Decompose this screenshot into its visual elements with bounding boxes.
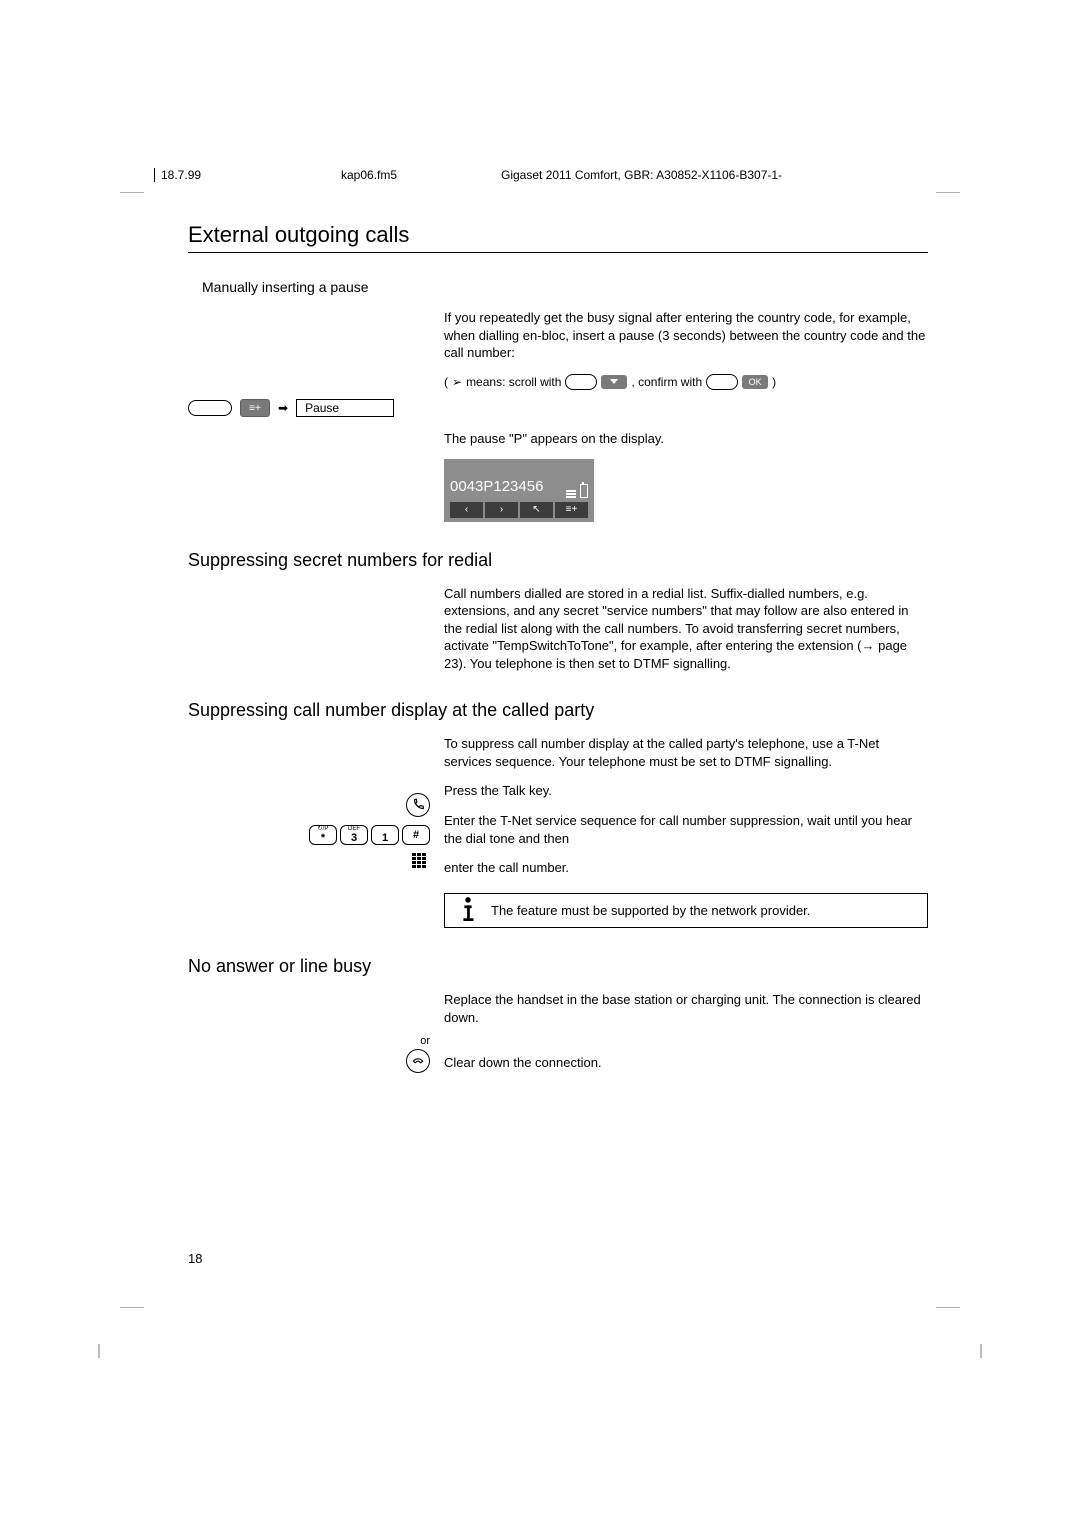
- pause-intro: If you repeatedly get the busy signal af…: [444, 309, 928, 362]
- subheading-no-answer: No answer or line busy: [188, 956, 928, 977]
- subheading-pause: Manually inserting a pause: [202, 279, 928, 295]
- phone-display-wrap: 0043P123456 ‹ › ↖ ≡+: [444, 459, 928, 521]
- display-text: 0043P123456: [450, 477, 543, 497]
- handset-down-icon: [411, 1054, 425, 1068]
- crop-tick: [98, 1344, 100, 1358]
- crop-tick: [980, 1344, 982, 1358]
- note-box: The feature must be supported by the net…: [444, 893, 928, 929]
- arrow-icon: ➡: [278, 401, 288, 415]
- note-text: The feature must be supported by the net…: [491, 894, 927, 928]
- soft-blank-key-icon: [706, 374, 738, 390]
- soft-down-key-icon: [601, 375, 627, 389]
- menu-item-pause: Pause: [296, 399, 394, 417]
- soft-blank-key-icon: [565, 374, 597, 390]
- step-number: enter the call number.: [444, 859, 928, 877]
- crop-mark: [936, 1295, 960, 1308]
- talk-key-row: [188, 793, 444, 817]
- suppress-display-intro: To suppress call number display at the c…: [444, 735, 928, 770]
- empty-left-col: [188, 585, 444, 673]
- page: 18.7.99 kap06.fm5 Gigaset 2011 Comfort, …: [0, 0, 1080, 1528]
- running-header: 18.7.99 kap06.fm5 Gigaset 2011 Comfort, …: [154, 168, 926, 182]
- softkey-row: ‹ › ↖ ≡+: [450, 502, 588, 518]
- softkey-cursor: ↖: [520, 502, 553, 518]
- header-date: 18.7.99: [154, 168, 341, 182]
- pause-left-col: ≡+ ➡ Pause: [188, 309, 444, 522]
- section-rule: [188, 252, 928, 253]
- step-sequence: Enter the T-Net service sequence for cal…: [444, 812, 928, 847]
- handset-icon: [411, 798, 425, 812]
- phone-display: 0043P123456 ‹ › ↖ ≡+: [444, 459, 594, 521]
- crop-mark: [936, 192, 960, 205]
- one-key-icon: 1: [371, 825, 399, 845]
- step-talk: Press the Talk key.: [444, 782, 928, 800]
- onhook-key-icon: [406, 1049, 430, 1073]
- keypad-icon: [412, 853, 430, 871]
- hint-confirm-text: , confirm with: [631, 374, 702, 390]
- crop-mark: [120, 192, 144, 205]
- hint-scroll-text: means: scroll with: [466, 374, 561, 390]
- header-doc: Gigaset 2011 Comfort, GBR: A30852-X1106-…: [501, 168, 926, 182]
- page-number: 18: [188, 1251, 202, 1266]
- talk-key-icon: [406, 793, 430, 817]
- suppress-display-block: ↻/P * DEF 3 1: [188, 735, 928, 928]
- pause-right-col: If you repeatedly get the busy signal af…: [444, 309, 928, 522]
- pause-result: The pause "P" appears on the display.: [444, 430, 928, 448]
- info-icon: [445, 894, 491, 928]
- soft-ok-key-icon: OK: [742, 375, 768, 389]
- suppress-display-left: ↻/P * DEF 3 1: [188, 735, 444, 928]
- softkey-left: ‹: [450, 502, 483, 518]
- three-key-icon: DEF 3: [340, 825, 368, 845]
- no-answer-left: or: [188, 991, 444, 1084]
- crop-mark: [120, 1295, 144, 1308]
- star-key-icon: ↻/P *: [309, 825, 337, 845]
- suppress-redial-block: Call numbers dialled are stored in a red…: [188, 585, 928, 673]
- no-answer-right: Replace the handset in the base station …: [444, 991, 928, 1084]
- battery-icon: [580, 484, 588, 498]
- signal-icon: [566, 484, 576, 498]
- suppress-redial-text: Call numbers dialled are stored in a red…: [444, 585, 928, 673]
- hash-key-icon: #: [402, 825, 430, 845]
- content: External outgoing calls Manually inserti…: [188, 210, 928, 1084]
- suppress-display-right: To suppress call number display at the c…: [444, 735, 928, 928]
- keypad-row: [188, 853, 444, 871]
- subheading-suppress-redial: Suppressing secret numbers for redial: [188, 550, 928, 571]
- cursor-arrow-icon: ➢: [452, 374, 462, 390]
- section-title: External outgoing calls: [188, 222, 928, 248]
- menu-path: ≡+ ➡ Pause: [188, 399, 444, 417]
- softkey-right: ›: [485, 502, 518, 518]
- scroll-hint: ( ➢ means: scroll with , confirm with OK…: [444, 374, 928, 390]
- pause-block: ≡+ ➡ Pause If you repeatedly get the bus…: [188, 309, 928, 522]
- no-answer-block: or Replace the handset in the base stati…: [188, 991, 928, 1084]
- or-label: or: [188, 1035, 444, 1047]
- no-answer-text2: Clear down the connection.: [444, 1054, 928, 1072]
- no-answer-text1: Replace the handset in the base station …: [444, 991, 928, 1026]
- header-file: kap06.fm5: [341, 168, 501, 182]
- display-line: 0043P123456: [450, 477, 588, 497]
- subheading-suppress-display: Suppressing call number display at the c…: [188, 700, 928, 721]
- hint-close: ): [772, 374, 776, 390]
- menu-softkey-icon: ≡+: [240, 399, 270, 417]
- hint-open: (: [444, 374, 448, 390]
- sequence-keys-row: ↻/P * DEF 3 1: [188, 825, 444, 845]
- onhook-row: [188, 1049, 444, 1073]
- softkey-menu: ≡+: [555, 502, 588, 518]
- display-key-icon: [188, 400, 232, 416]
